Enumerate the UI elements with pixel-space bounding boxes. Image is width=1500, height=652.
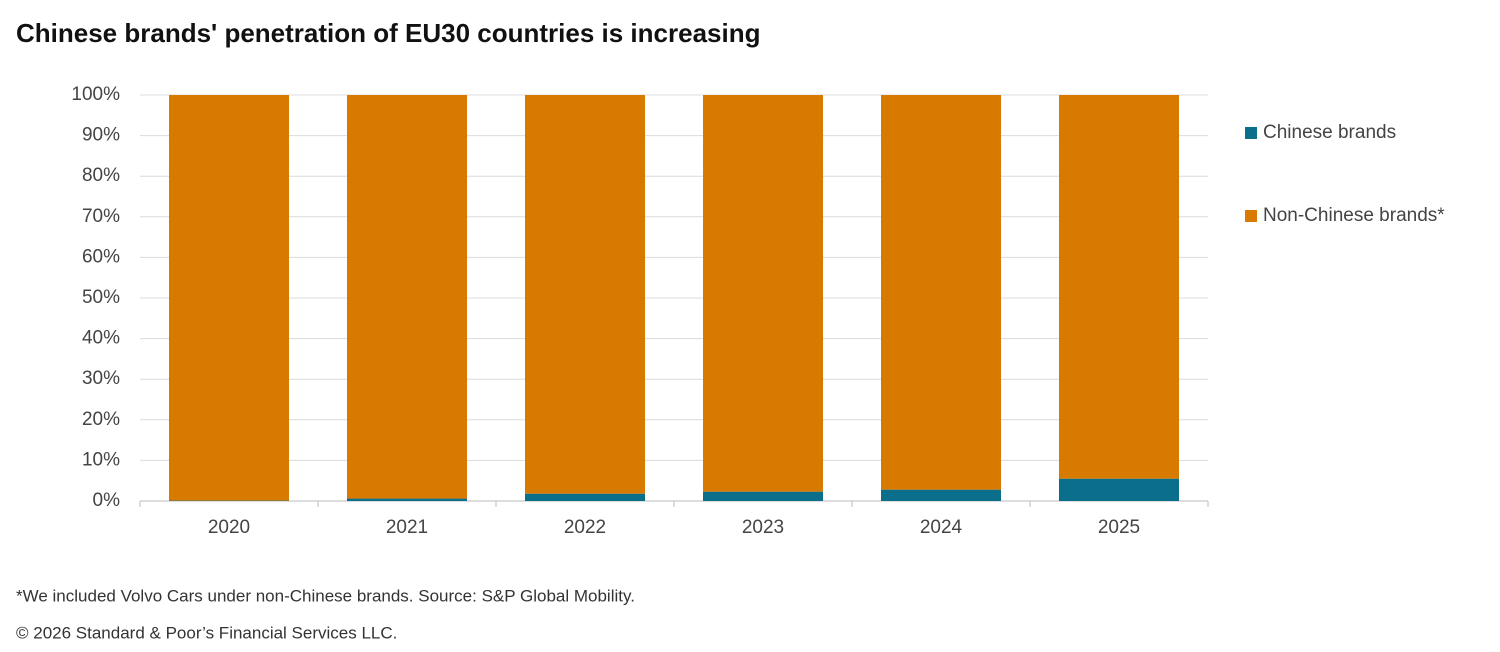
chart-title: Chinese brands' penetration of EU30 coun… [16, 18, 760, 48]
bar-segment [169, 95, 289, 501]
footnote: *We included Volvo Cars under non-Chines… [16, 586, 635, 605]
x-tick-label: 2020 [208, 517, 250, 538]
y-tick-label: 50% [82, 287, 120, 308]
bar-segment [703, 95, 823, 492]
bar-segment [703, 491, 823, 501]
x-tick-label: 2024 [920, 517, 963, 538]
y-tick-label: 80% [82, 165, 120, 186]
x-tick-label: 2021 [386, 517, 428, 538]
legend-swatch [1245, 127, 1257, 139]
bar-segment [347, 498, 467, 501]
y-tick-label: 10% [82, 449, 120, 470]
x-tick-label: 2025 [1098, 517, 1140, 538]
bar-segment [525, 493, 645, 501]
y-tick-label: 30% [82, 368, 120, 389]
legend-swatch [1245, 210, 1257, 222]
y-tick-label: 60% [82, 246, 120, 267]
x-tick-label: 2022 [564, 517, 606, 538]
bar-segment [347, 95, 467, 499]
copyright: © 2026 Standard & Poor’s Financial Servi… [16, 623, 397, 642]
legend-label: Non-Chinese brands* [1263, 205, 1445, 226]
y-tick-label: 100% [71, 84, 120, 105]
legend-label: Chinese brands [1263, 122, 1396, 143]
y-tick-label: 20% [82, 409, 120, 430]
y-tick-label: 70% [82, 206, 120, 227]
bar-segment [1059, 95, 1179, 479]
bar-segment [525, 95, 645, 494]
bar-segment [1059, 478, 1179, 501]
y-tick-label: 40% [82, 328, 120, 349]
y-tick-label: 90% [82, 125, 120, 146]
bar-segment [881, 95, 1001, 490]
y-tick-label: 0% [93, 490, 121, 511]
x-tick-label: 2023 [742, 517, 784, 538]
bar-segment [881, 489, 1001, 501]
